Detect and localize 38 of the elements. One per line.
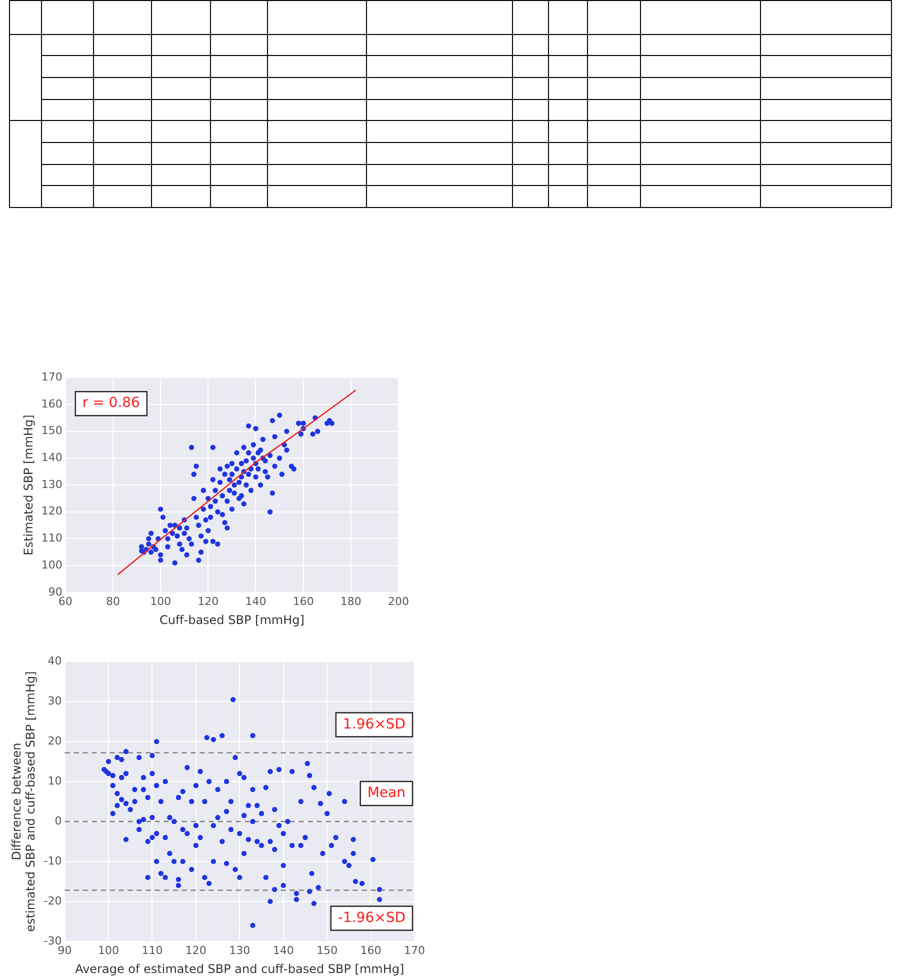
x-axis-title: Cuff-based SBP [mmHg]	[159, 612, 304, 627]
y-tick-label: 30	[48, 694, 62, 708]
ref-line-label: Mean	[367, 785, 406, 802]
y-tick-label: 170	[41, 370, 62, 384]
x-tick-label: 110	[142, 944, 163, 957]
x-tick-label: 180	[340, 594, 362, 608]
y-tick-label: 150	[41, 424, 62, 438]
y-tick-label: 20	[48, 734, 62, 748]
y-tick-label: 0	[54, 814, 62, 828]
y-tick-label: 10	[48, 774, 62, 788]
y-tick-label: 100	[41, 558, 62, 572]
x-tick-label: 130	[229, 944, 250, 957]
x-tick-label: 80	[106, 594, 120, 608]
y-tick-label: 40	[48, 654, 62, 668]
x-tick-label: 100	[98, 944, 119, 957]
y-axis-title: Difference between estimated SBP and cuff-based SBP [mmHg]	[9, 671, 38, 932]
x-tick-label: 160	[360, 944, 382, 957]
annotation: r = 0.86	[82, 395, 140, 412]
x-tick-label: 200	[388, 594, 409, 608]
y-tick-label: -20	[44, 894, 62, 908]
y-tick-label: 110	[41, 532, 62, 545]
x-tick-label: 140	[245, 594, 266, 608]
ref-line-label: -1.96×SD	[338, 910, 406, 926]
x-tick-label: 140	[272, 944, 294, 957]
y-tick-label: 140	[41, 451, 62, 464]
y-tick-label: 120	[41, 504, 62, 518]
x-axis-title: Average of estimated SBP and cuff-based SBP [mmHg]	[75, 962, 404, 976]
x-tick-label: 120	[198, 594, 219, 608]
y-axis-title: Estimated SBP [mmHg]	[21, 414, 36, 556]
x-tick-label: 160	[292, 594, 314, 608]
x-tick-label: 100	[150, 594, 172, 608]
x-tick-label: 170	[404, 944, 425, 957]
ref-line-label: 1.96×SD	[342, 716, 406, 732]
x-tick-label: 150	[316, 944, 338, 957]
y-tick-label: 130	[41, 478, 62, 491]
y-tick-label: -10	[44, 854, 62, 868]
x-tick-label: 120	[185, 944, 206, 957]
y-tick-label: 160	[41, 397, 62, 410]
